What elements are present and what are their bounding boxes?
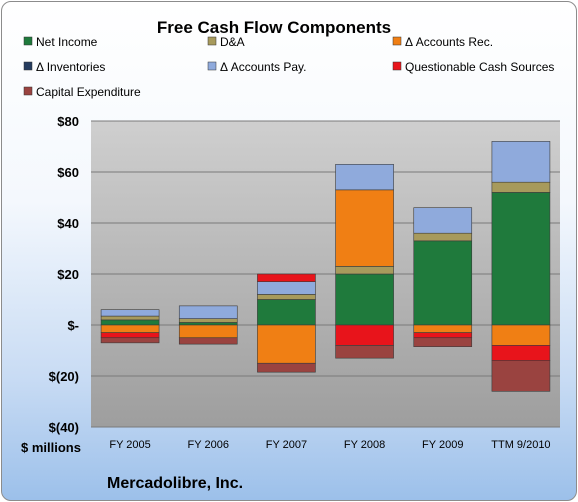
chart-title: Free Cash Flow Components (157, 18, 391, 37)
legend-inventories-swatch (23, 61, 33, 71)
bar-net-income-fy-2009 (413, 240, 473, 326)
bar-d-a-fy-2007 (257, 294, 316, 300)
legend-questionable-cash-sources-label: Questionable Cash Sources (405, 60, 554, 74)
legend: Net Income D&A Δ Accounts Rec. Δ Inventorie… (23, 35, 554, 99)
bar-accounts-rec-ttm-9-2010 (491, 324, 551, 346)
legend-questionable-cash-sources-swatch (392, 61, 402, 71)
bar-capital-expenditure-fy-2006 (178, 337, 238, 345)
bar-questionable-cash-sources-fy-2009 (413, 332, 473, 339)
company-name: Mercadolibre, Inc. (107, 475, 243, 492)
bars (100, 141, 551, 392)
y-axis-label: $ millions (21, 440, 81, 455)
bar-capital-expenditure-ttm-9-2010 (491, 360, 551, 392)
x-tick-label: FY 2006 (188, 439, 229, 451)
bar-d-a-ttm-9-2010 (491, 181, 551, 193)
bar-net-income-fy-2007 (257, 299, 316, 326)
y-tick-label: $80 (57, 114, 79, 129)
bar-accounts-rec-fy-2007 (257, 324, 316, 364)
y-tick-label: $60 (57, 165, 79, 180)
y-tick-label: $- (67, 318, 79, 333)
bar-questionable-cash-sources-fy-2005 (100, 332, 160, 339)
bar-net-income-fy-2006 (178, 322, 238, 326)
bar-capital-expenditure-fy-2008 (335, 345, 394, 359)
legend-accounts-rec-label: Δ Accounts Rec. (405, 35, 493, 49)
legend-capital-expenditure-label: Capital Expenditure (36, 85, 141, 99)
y-axis: $80 $60 $40 $20 $- $(20) $(40) (49, 114, 79, 435)
bar-net-income-fy-2005 (100, 319, 160, 326)
x-tick-label: FY 2007 (266, 439, 307, 451)
bar-questionable-cash-sources-ttm-9-2010 (491, 345, 551, 361)
x-tick-label: FY 2005 (109, 439, 150, 451)
bar-accounts-pay-fy-2005 (100, 309, 160, 317)
bar-accounts-rec-fy-2009 (413, 324, 473, 333)
legend-accounts-pay-label: Δ Accounts Pay. (220, 60, 307, 74)
legend-inventories-label: Δ Inventories (36, 60, 105, 74)
bar-capital-expenditure-fy-2005 (100, 337, 160, 344)
bar-capital-expenditure-fy-2007 (257, 362, 316, 373)
x-axis: FY 2005 FY 2006 FY 2007 FY 2008 FY 2009 TTM 9… (109, 439, 550, 451)
bar-accounts-pay-fy-2007 (257, 281, 316, 295)
legend-d-a-swatch (207, 36, 217, 46)
bar-accounts-pay-fy-2006 (178, 305, 238, 319)
legend-d-a-label: D&A (220, 35, 245, 49)
legend-accounts-rec-swatch (392, 36, 402, 46)
y-tick-label: $40 (57, 216, 79, 231)
bar-d-a-fy-2005 (100, 315, 160, 321)
legend-net-income-swatch (23, 36, 33, 46)
bar-accounts-rec-fy-2008 (335, 189, 394, 267)
gridlines (91, 120, 560, 428)
legend-accounts-pay-swatch (207, 61, 217, 71)
y-tick-label: $(40) (49, 420, 79, 435)
legend-net-income-label: Net Income (36, 35, 98, 49)
bar-d-a-fy-2006 (178, 318, 238, 323)
x-tick-label: FY 2009 (422, 439, 463, 451)
bar-d-a-fy-2008 (335, 266, 394, 275)
bar-capital-expenditure-fy-2009 (413, 337, 473, 347)
x-tick-label: FY 2008 (344, 439, 385, 451)
bar-accounts-pay-ttm-9-2010 (491, 141, 551, 183)
bar-questionable-cash-sources-fy-2008 (335, 324, 394, 346)
legend-capital-expenditure-swatch (23, 86, 33, 96)
bar-accounts-rec-fy-2006 (178, 324, 238, 339)
bar-net-income-fy-2008 (335, 273, 394, 326)
bar-accounts-pay-fy-2009 (413, 207, 473, 234)
y-tick-label: $20 (57, 267, 79, 282)
x-tick-label: TTM 9/2010 (491, 439, 550, 451)
y-tick-label: $(20) (49, 369, 79, 384)
bar-net-income-ttm-9-2010 (491, 192, 551, 326)
bar-d-a-fy-2009 (413, 232, 473, 242)
bar-questionable-cash-sources-fy-2007 (257, 273, 316, 282)
bar-accounts-pay-fy-2008 (335, 164, 394, 191)
bar-accounts-rec-fy-2005 (100, 324, 160, 333)
